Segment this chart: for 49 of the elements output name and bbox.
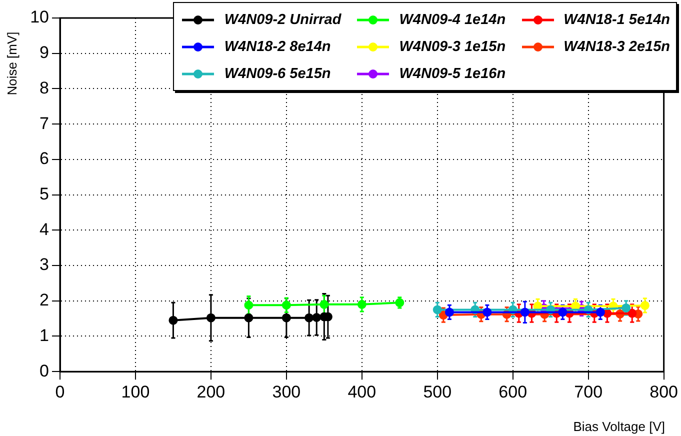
legend-label: W4N09-3 1e15n xyxy=(399,38,506,54)
point xyxy=(320,300,329,309)
y-tick-label: 1 xyxy=(40,326,49,345)
point xyxy=(357,300,366,309)
legend-label: W4N18-3 2e15n xyxy=(564,38,670,54)
point xyxy=(640,300,650,310)
legend-label: W4N18-2 8e14n xyxy=(224,38,331,54)
legend-label: W4N09-2 Unirrad xyxy=(224,12,342,28)
legend-label: W4N09-5 1e16n xyxy=(399,66,506,82)
x-tick-label: 800 xyxy=(650,382,678,402)
point xyxy=(168,316,178,325)
point xyxy=(628,308,637,318)
point xyxy=(432,305,442,314)
point xyxy=(444,308,454,317)
y-tick-label: 0 xyxy=(40,361,49,380)
y-tick-label: 9 xyxy=(40,43,49,62)
point xyxy=(304,313,314,322)
y-tick-label: 8 xyxy=(40,78,49,98)
y-tick-label: 2 xyxy=(40,290,49,310)
point xyxy=(282,300,291,310)
point xyxy=(482,308,492,317)
y-tick-label: 6 xyxy=(40,149,49,168)
point xyxy=(282,313,291,322)
x-axis-title: Bias Voltage [V] xyxy=(573,419,665,434)
point xyxy=(622,303,631,312)
x-tick-label: 400 xyxy=(348,382,376,402)
point xyxy=(520,308,530,317)
legend-label: W4N18-1 5e14n xyxy=(564,12,670,28)
x-tick-label: 500 xyxy=(423,382,452,402)
point xyxy=(558,308,568,317)
y-axis-title: Noise [mV] xyxy=(4,31,20,95)
y-tick-label: 10 xyxy=(30,8,49,27)
x-tick-label: 200 xyxy=(196,382,226,402)
point xyxy=(244,300,254,310)
y-tick-label: 5 xyxy=(40,184,49,204)
point xyxy=(206,313,216,322)
x-tick-label: 0 xyxy=(55,382,65,402)
y-tick-label: 3 xyxy=(40,255,49,274)
legend-label: W4N09-6 5e15n xyxy=(224,66,331,82)
point xyxy=(596,308,605,317)
x-tick-label: 300 xyxy=(272,382,301,402)
y-tick-label: 7 xyxy=(40,114,49,133)
x-tick-label: 700 xyxy=(574,382,603,402)
legend-label: W4N09-4 1e14n xyxy=(399,12,506,28)
x-tick-label: 100 xyxy=(121,382,150,402)
y-tick-label: 4 xyxy=(40,220,49,239)
x-tick-label: 600 xyxy=(498,382,528,402)
point xyxy=(244,313,254,322)
point xyxy=(312,313,322,322)
